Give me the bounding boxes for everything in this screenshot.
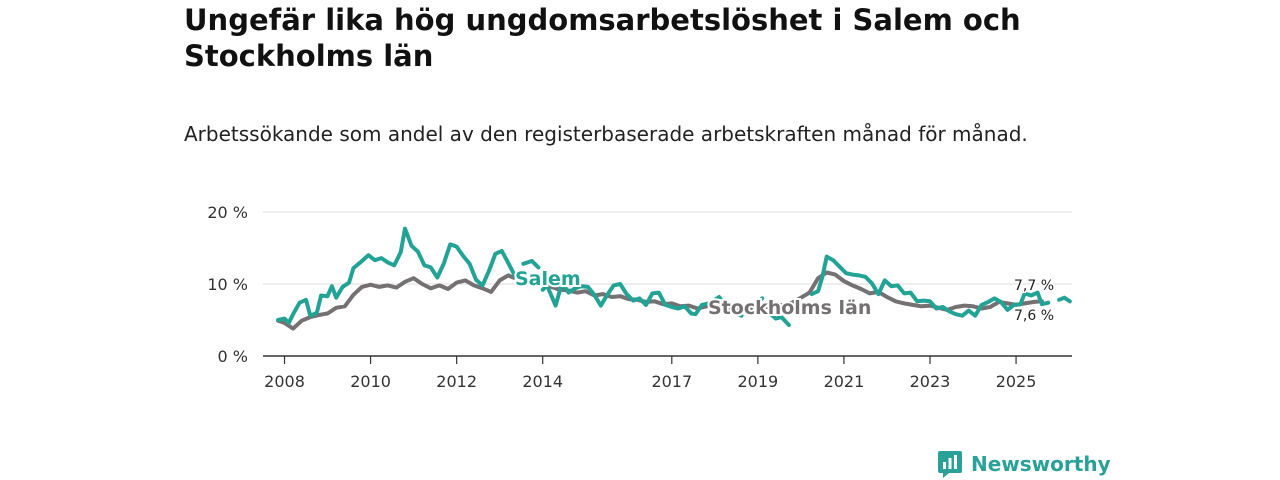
x-tick-label: 2019 [738,372,779,391]
series-line-salem [540,280,715,317]
series-label: Stockholms län [708,297,871,319]
x-tick-label: 2014 [522,372,563,391]
x-tick-label: 2025 [996,372,1037,391]
x-tick-label: 2008 [264,372,305,391]
series-line-salem [521,259,541,270]
end-value-label: 7,7 % [1014,278,1054,294]
x-tick-label: 2017 [651,372,692,391]
brand-logo: Newsworthy [937,448,1111,480]
y-tick-label: 20 % [207,203,248,222]
series-line-stockholms-län [276,270,1044,331]
series-line-salem [768,312,791,327]
x-tick-label: 2012 [436,372,477,391]
x-tick-label: 2010 [350,372,391,391]
end-value-label: 7,6 % [1014,308,1054,324]
chart-subtitle: Arbetssökande som andel av den registerb… [184,122,1028,146]
brand-name: Newsworthy [971,452,1111,476]
newsworthy-logo-icon [938,451,962,478]
series-label: Salem [515,268,581,290]
series-line-salem [751,296,765,310]
series-line-salem [809,254,1051,318]
series-line-salem [734,311,744,318]
x-tick-label: 2023 [910,372,951,391]
y-tick-label: 10 % [207,275,248,294]
series-line-salem [276,226,519,325]
chart-title: Ungefär lika hög ungdomsarbetslöshet i S… [184,3,1021,73]
series-line-salem [712,295,726,304]
series-line-salem [1057,295,1072,304]
x-tick-label: 2021 [824,372,865,391]
y-tick-label: 0 % [218,347,248,366]
